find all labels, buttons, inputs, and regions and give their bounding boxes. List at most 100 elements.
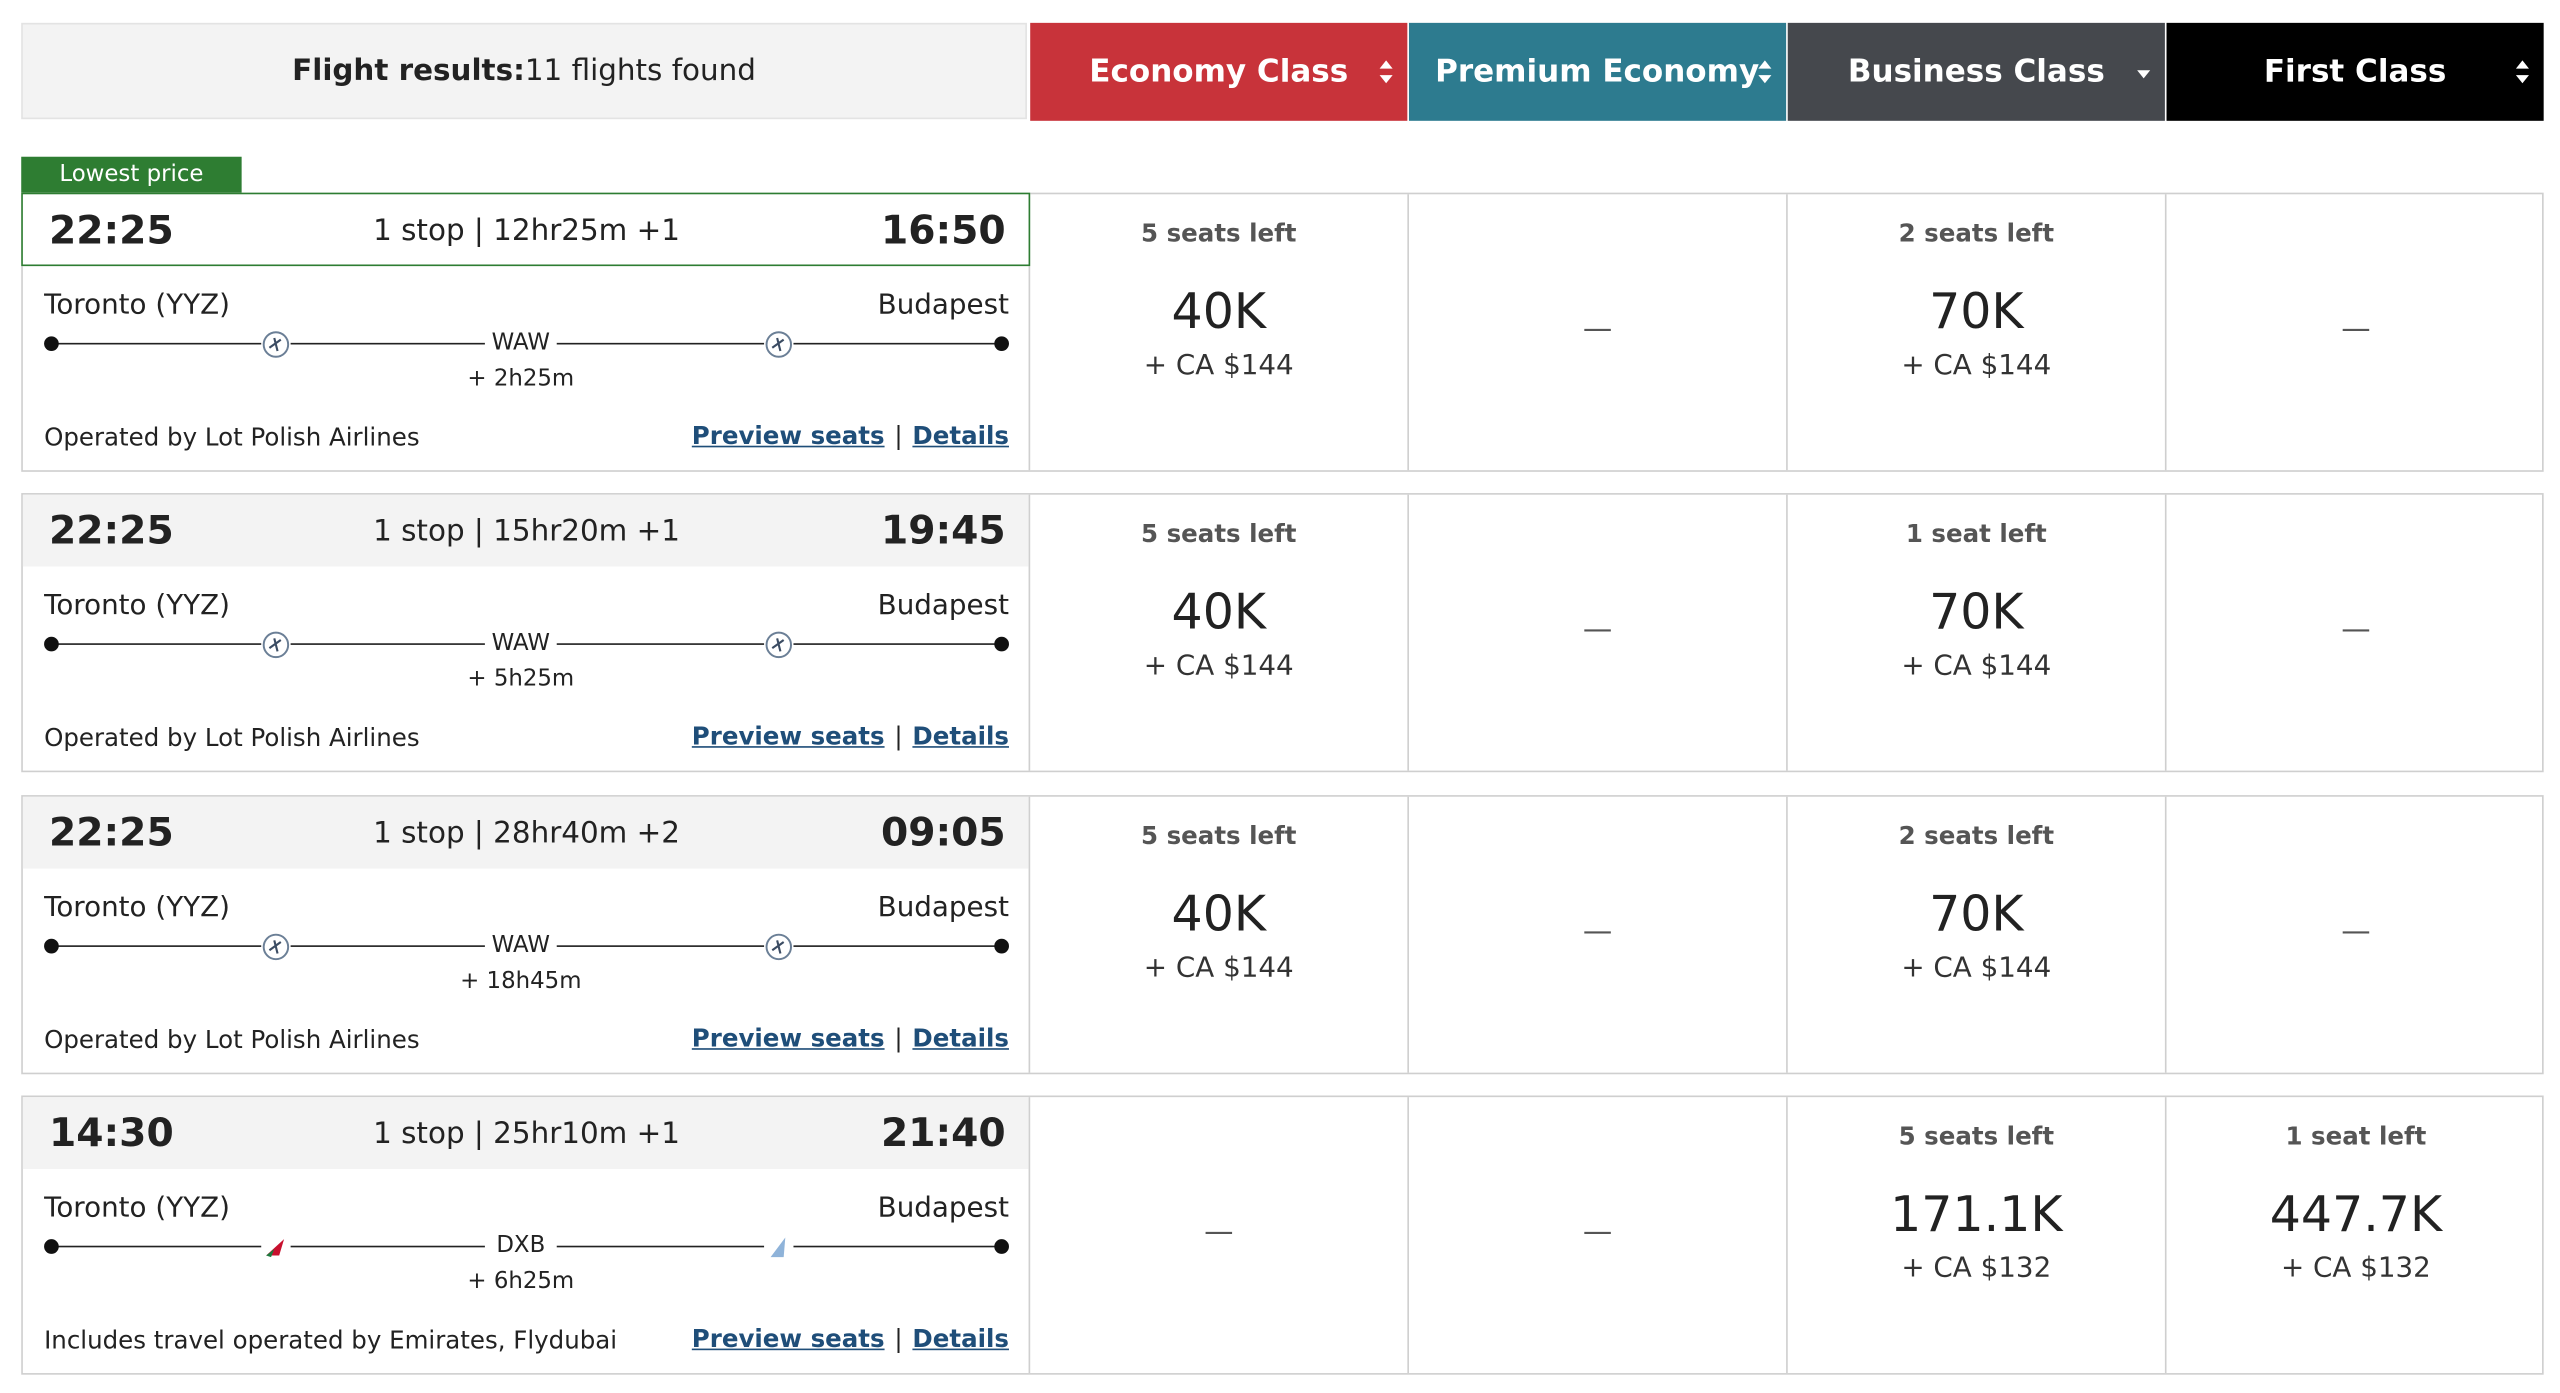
- link-separator: |: [894, 1023, 903, 1053]
- points-price: 70K: [1929, 584, 2024, 643]
- route-dot: [994, 637, 1009, 652]
- fare-cell: —: [1409, 194, 1788, 471]
- points-price: 171.1K: [1890, 1186, 2063, 1244]
- origin: Toronto (YYZ): [44, 589, 230, 623]
- route-dot: [994, 1239, 1009, 1254]
- points-price: 40K: [1171, 284, 1266, 342]
- departure-time: 22:25: [48, 809, 174, 855]
- seats-left: 5 seats left: [1141, 218, 1297, 249]
- route-dot: [44, 637, 59, 652]
- details-link[interactable]: Details: [912, 421, 1009, 451]
- unavailable: —: [1582, 311, 1613, 347]
- fare-cell[interactable]: 5 seats left 171.1K + CA $132: [1788, 1096, 2167, 1373]
- fare-cell: —: [2167, 194, 2546, 470]
- fare-cell[interactable]: 2 seats left 70K + CA $144: [1788, 796, 2167, 1072]
- cash-price: + CA $144: [1901, 951, 2052, 984]
- links: Preview seats | Details: [692, 1023, 1009, 1052]
- links: Preview seats | Details: [692, 1324, 1009, 1353]
- unavailable: —: [1582, 1214, 1613, 1249]
- airline-icon: [261, 329, 291, 360]
- preview-seats-link[interactable]: Preview seats: [691, 421, 885, 451]
- airline-icon: [764, 1232, 794, 1262]
- route-dot: [44, 938, 59, 953]
- results-count: 11 flights found: [524, 53, 756, 89]
- seats-left: 5 seats left: [1141, 820, 1297, 850]
- flight-info: 22:25 1 stop | 28hr40m +2 09:05 Toronto (YY…: [22, 796, 1031, 1072]
- route-dot: [44, 336, 59, 352]
- details-link[interactable]: Details: [912, 1323, 1009, 1354]
- fare-class-header[interactable]: Business Class: [1787, 22, 2165, 121]
- preview-seats-link[interactable]: Preview seats: [691, 1023, 885, 1053]
- fare-cell: —: [1030, 1096, 1409, 1373]
- departure-time: 22:25: [48, 508, 174, 554]
- unavailable: —: [1582, 612, 1613, 648]
- flight-row: 22:25 1 stop | 15hr20m +1 19:45 Toronto (YY…: [21, 493, 2544, 773]
- fare-cell[interactable]: 1 seat left 447.7K + CA $132: [2167, 1097, 2546, 1373]
- fare-cell: —: [2167, 796, 2546, 1072]
- lowest-price-badge: Lowest price: [21, 156, 242, 193]
- unavailable: —: [2341, 311, 2371, 347]
- cash-price: + CA $144: [1901, 650, 2052, 683]
- route-dot: [994, 336, 1009, 352]
- points-price: 40K: [1171, 584, 1266, 643]
- destination: Budapest: [877, 589, 1009, 623]
- departure-time: 22:25: [48, 207, 174, 254]
- layover-time: + 6h25m: [467, 1268, 575, 1295]
- fare-class-header[interactable]: Premium Economy: [1408, 22, 1787, 121]
- route-dot: [994, 938, 1009, 953]
- airline-icon: [764, 329, 794, 360]
- flight-summary: 1 stop | 25hr10m +1: [373, 1116, 680, 1151]
- fare-cell: —: [1409, 1096, 1788, 1373]
- fare-cell: —: [1409, 495, 1788, 772]
- operator: Operated by Lot Polish Airlines: [44, 422, 420, 453]
- fare-cell[interactable]: 5 seats left 40K + CA $144: [1030, 495, 1409, 772]
- link-separator: |: [894, 421, 903, 451]
- fare-class-header[interactable]: First Class: [2166, 22, 2544, 121]
- link-separator: |: [894, 722, 903, 752]
- operator: Includes travel operated by Emirates, Fl…: [44, 1325, 618, 1355]
- stopover-airport: WAW: [484, 931, 557, 958]
- link-separator: |: [894, 1323, 903, 1354]
- flight-row: 22:25 1 stop | 12hr25m +1 16:50 Toronto (YY…: [21, 192, 2546, 472]
- preview-seats-link[interactable]: Preview seats: [691, 1323, 885, 1354]
- destination: Budapest: [877, 1191, 1009, 1225]
- arrival-time: 16:50: [880, 207, 1006, 254]
- results-title: Flight results:: [292, 53, 525, 89]
- flight-summary: 1 stop | 12hr25m +1: [373, 213, 680, 249]
- origin: Toronto (YYZ): [44, 890, 230, 924]
- unavailable: —: [1582, 913, 1613, 948]
- results-header: Flight results: 11 flights found: [21, 22, 1027, 120]
- cash-price: + CA $132: [2280, 1252, 2431, 1285]
- points-price: 447.7K: [2269, 1186, 2443, 1244]
- preview-seats-link[interactable]: Preview seats: [691, 722, 885, 752]
- destination: Budapest: [877, 288, 1009, 322]
- cash-price: + CA $144: [1143, 650, 1294, 683]
- destination: Budapest: [877, 890, 1009, 924]
- fare-cell[interactable]: 1 seat left 70K + CA $144: [1788, 495, 2167, 772]
- flight-row: 14:30 1 stop | 25hr10m +1 21:40 Toronto (YY…: [21, 1095, 2546, 1375]
- stopover-airport: DXB: [484, 1232, 557, 1259]
- fare-cell[interactable]: 5 seats left 40K + CA $144: [1030, 796, 1409, 1072]
- points-price: 70K: [1929, 284, 2024, 342]
- flight-row: 22:25 1 stop | 28hr40m +2 09:05 Toronto (YY…: [21, 794, 2546, 1074]
- details-link[interactable]: Details: [912, 722, 1009, 752]
- links: Preview seats | Details: [692, 421, 1009, 450]
- stopover-airport: WAW: [484, 630, 557, 657]
- airline-icon: [764, 931, 794, 961]
- airline-icon: [261, 1232, 291, 1262]
- flight-info: 14:30 1 stop | 25hr10m +1 21:40 Toronto (YY…: [22, 1096, 1031, 1373]
- operator: Operated by Lot Polish Airlines: [44, 723, 420, 754]
- airline-icon: [764, 630, 794, 661]
- layover-time: + 2h25m: [467, 365, 575, 392]
- seats-left: 2 seats left: [1898, 820, 2055, 850]
- details-link[interactable]: Details: [912, 1023, 1009, 1053]
- fare-class-header[interactable]: Economy Class: [1030, 22, 1408, 121]
- origin: Toronto (YYZ): [44, 288, 230, 322]
- fare-cell[interactable]: 2 seats left 70K + CA $144: [1788, 194, 2167, 471]
- unavailable: —: [1204, 1214, 1234, 1249]
- route-dot: [44, 1239, 59, 1254]
- fare-cell[interactable]: 5 seats left 40K + CA $144: [1030, 194, 1409, 471]
- seats-left: 5 seats left: [1898, 1121, 2055, 1151]
- points-price: 70K: [1929, 885, 2024, 944]
